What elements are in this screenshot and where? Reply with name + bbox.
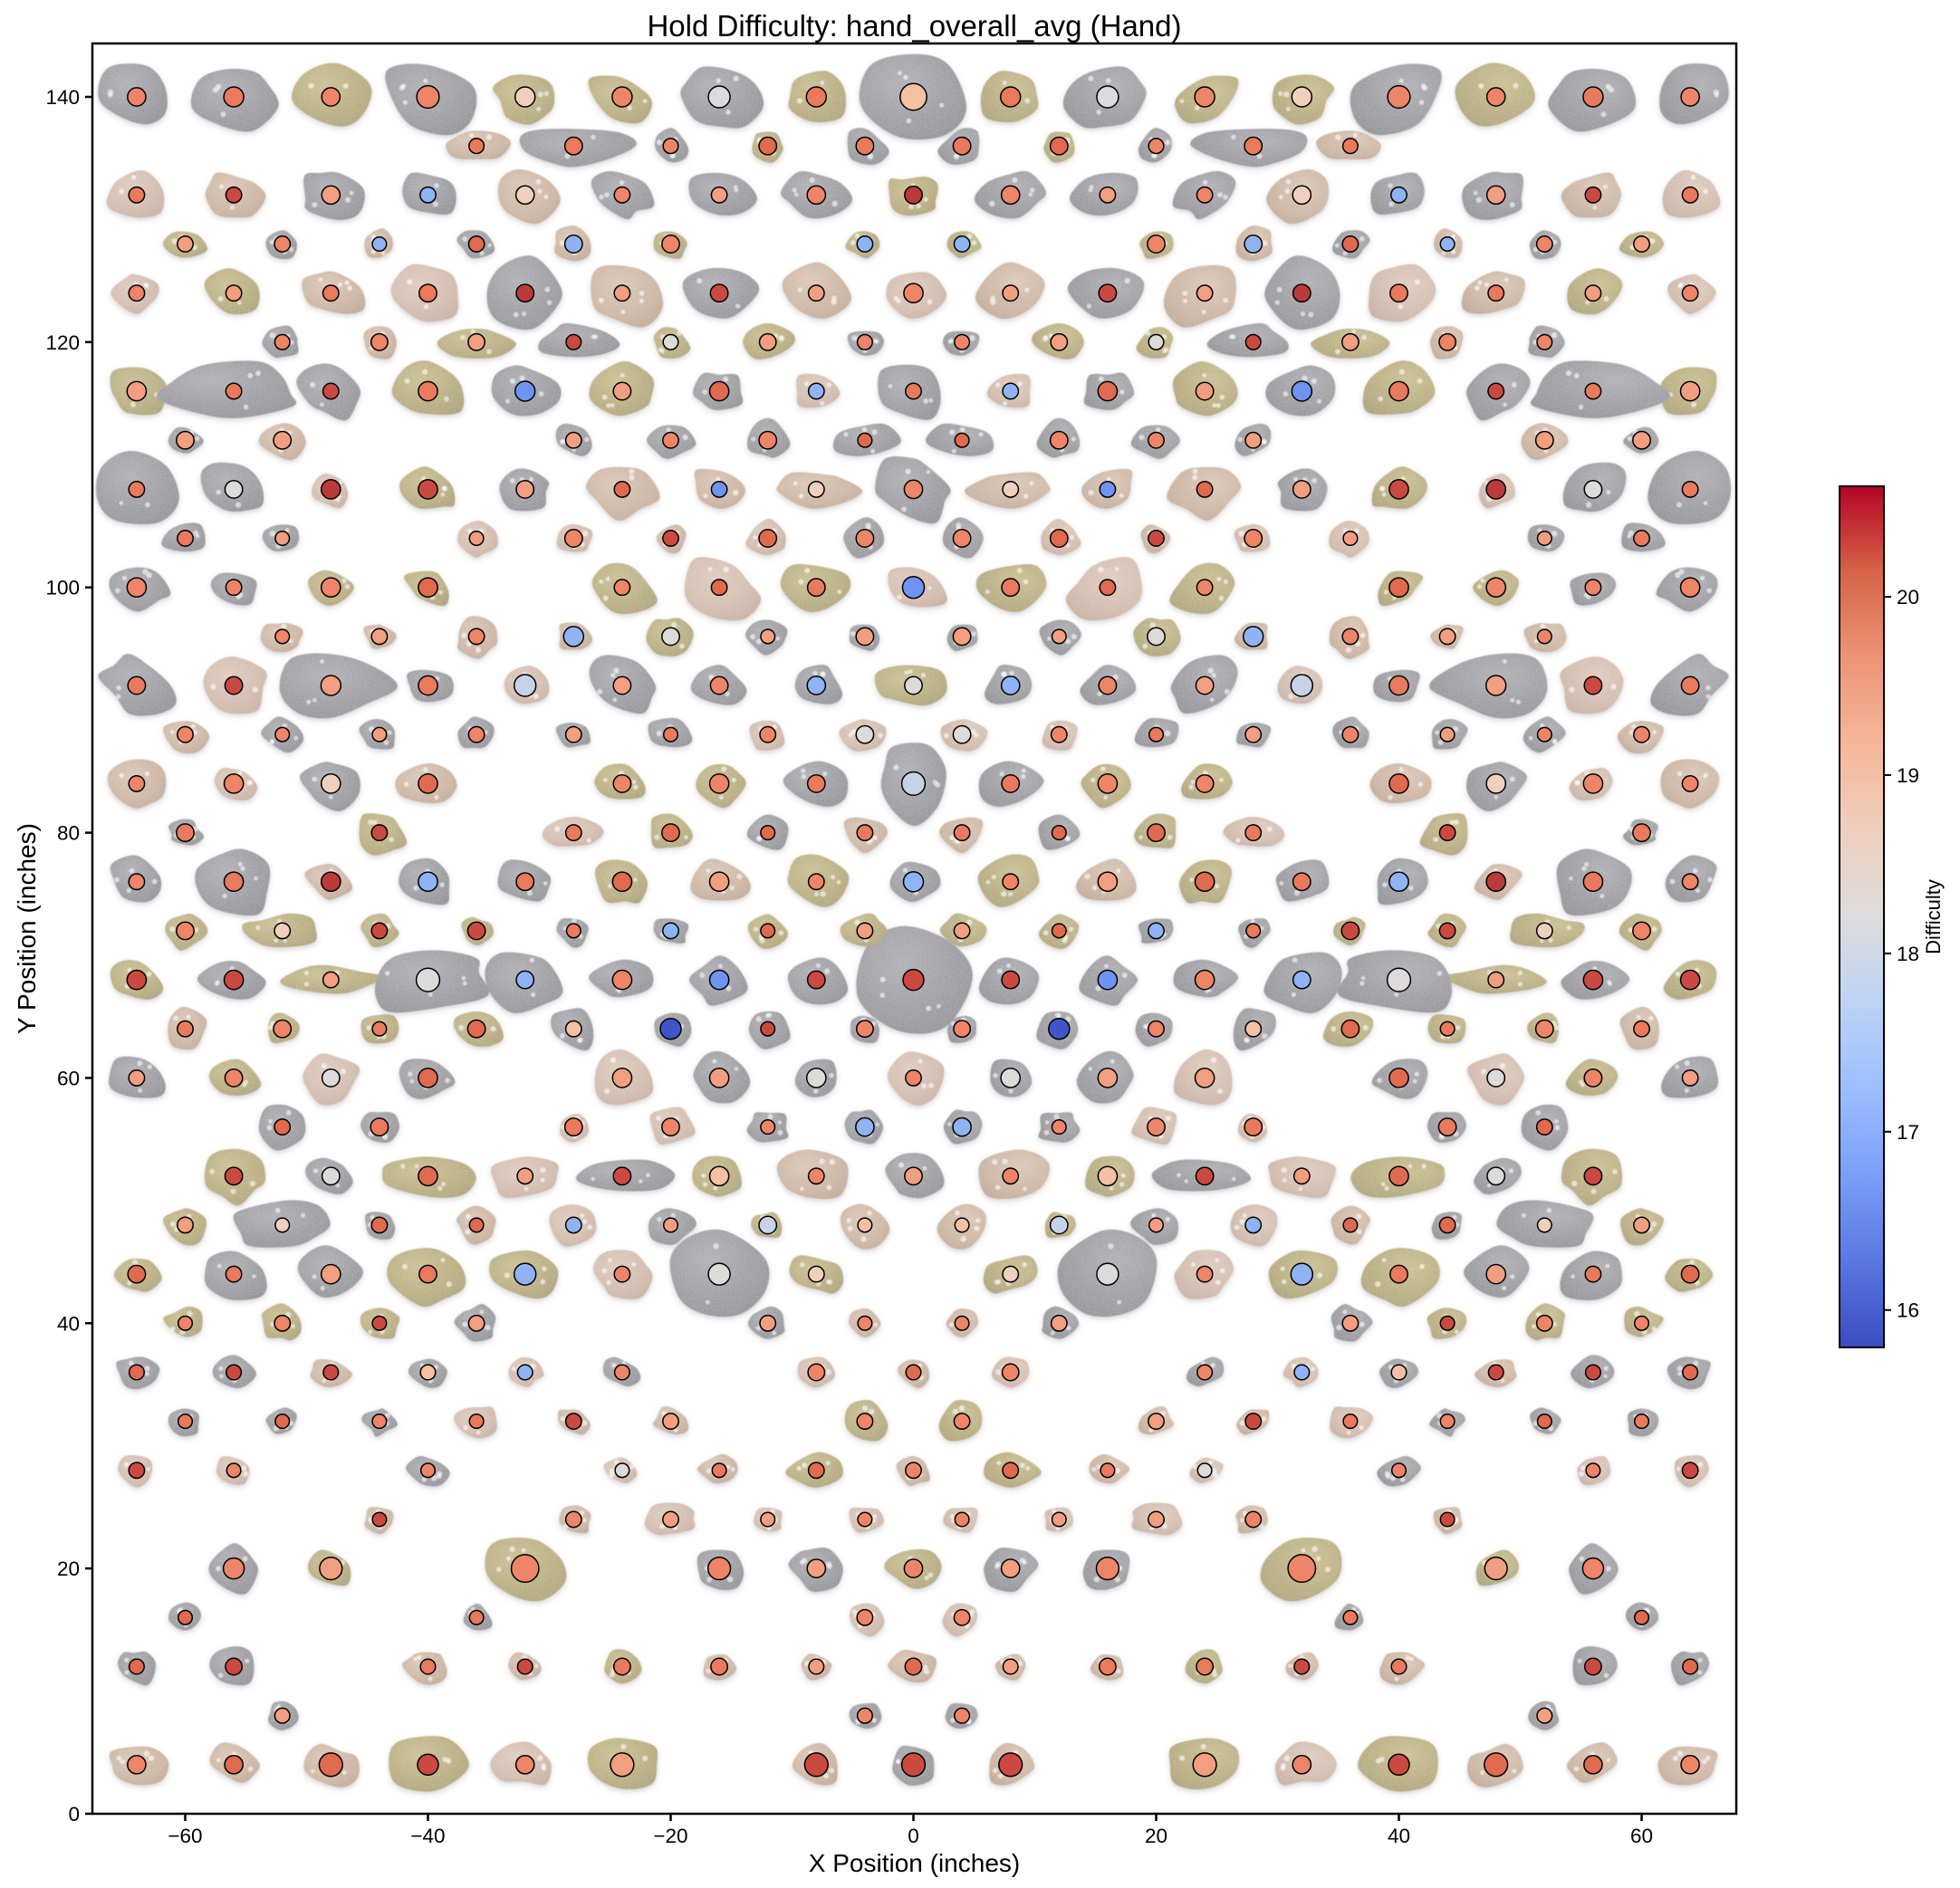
svg-text:120: 120 xyxy=(45,331,80,354)
svg-text:20: 20 xyxy=(57,1557,80,1580)
svg-text:20: 20 xyxy=(1897,586,1919,609)
svg-text:18: 18 xyxy=(1897,943,1919,965)
svg-text:40: 40 xyxy=(57,1312,80,1335)
svg-text:16: 16 xyxy=(1897,1299,1919,1322)
svg-text:20: 20 xyxy=(1145,1825,1167,1847)
svg-text:17: 17 xyxy=(1897,1121,1919,1144)
svg-text:Difficulty: Difficulty xyxy=(1922,879,1945,954)
svg-text:−20: −20 xyxy=(653,1825,687,1847)
svg-text:0: 0 xyxy=(68,1803,80,1826)
svg-text:0: 0 xyxy=(908,1825,919,1847)
svg-text:19: 19 xyxy=(1897,764,1919,787)
svg-text:Hold Difficulty: hand_overall_: Hold Difficulty: hand_overall_avg (Hand) xyxy=(647,9,1181,43)
svg-text:60: 60 xyxy=(57,1067,80,1089)
svg-text:140: 140 xyxy=(45,86,80,109)
svg-text:80: 80 xyxy=(57,822,80,845)
svg-text:60: 60 xyxy=(1630,1825,1653,1847)
svg-text:40: 40 xyxy=(1388,1825,1410,1847)
svg-text:X Position (inches): X Position (inches) xyxy=(809,1849,1020,1877)
svg-text:Y Position (inches): Y Position (inches) xyxy=(13,823,41,1034)
svg-text:−60: −60 xyxy=(168,1825,202,1847)
svg-text:100: 100 xyxy=(45,577,80,599)
svg-text:−40: −40 xyxy=(410,1825,445,1847)
